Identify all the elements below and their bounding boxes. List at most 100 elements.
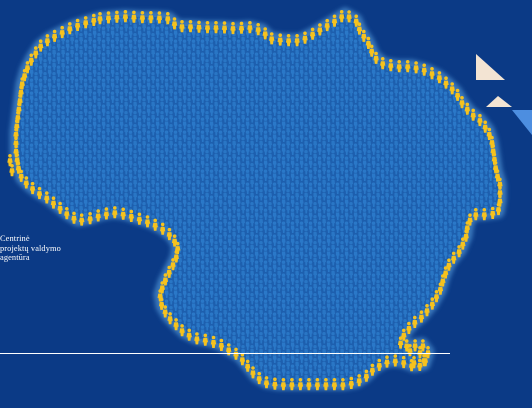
person-icon xyxy=(263,376,270,389)
person-icon xyxy=(7,154,13,167)
person-icon xyxy=(83,16,89,29)
person-icon xyxy=(412,315,418,328)
person-icon xyxy=(451,251,457,264)
person-icon xyxy=(250,366,256,379)
person-icon xyxy=(473,208,479,221)
person-icon xyxy=(255,23,261,36)
person-icon xyxy=(380,57,386,70)
person-icon xyxy=(245,359,251,372)
person-icon xyxy=(162,305,168,318)
person-icon xyxy=(144,215,151,228)
person-icon xyxy=(481,208,487,221)
person-icon xyxy=(24,61,31,74)
person-icon xyxy=(128,209,134,222)
person-icon xyxy=(95,209,101,222)
person-icon xyxy=(67,22,73,35)
person-icon xyxy=(230,21,236,35)
person-icon xyxy=(285,34,292,47)
person-icon xyxy=(317,23,323,36)
person-icon xyxy=(50,196,57,209)
person-icon xyxy=(363,369,370,382)
triangle-cream-small-icon xyxy=(486,96,512,107)
person-icon xyxy=(353,14,359,27)
person-icon xyxy=(105,11,112,24)
person-icon xyxy=(173,318,179,331)
person-icon xyxy=(74,18,81,31)
person-icon xyxy=(418,310,425,323)
person-icon xyxy=(165,12,171,25)
person-icon xyxy=(44,34,51,47)
person-icon xyxy=(429,67,435,80)
person-icon xyxy=(397,336,404,349)
triangle-cream-icon xyxy=(476,54,505,80)
agency-name-line-1: Centrinė xyxy=(0,234,30,243)
triangle-light-blue-icon xyxy=(512,110,532,135)
person-icon xyxy=(38,39,44,52)
person-icon xyxy=(196,20,202,33)
person-icon xyxy=(97,12,103,25)
person-icon xyxy=(477,113,483,127)
map-border-people xyxy=(7,10,503,391)
person-icon xyxy=(294,34,300,47)
person-icon xyxy=(213,21,219,34)
agency-name-line-3: agentūra xyxy=(0,253,30,263)
person-icon xyxy=(470,108,476,121)
person-icon xyxy=(152,218,158,231)
person-icon xyxy=(122,10,129,23)
person-icon xyxy=(446,258,452,271)
person-icon xyxy=(221,21,228,34)
person-icon xyxy=(71,211,77,224)
person-icon xyxy=(156,11,163,24)
person-icon xyxy=(456,245,462,258)
person-icon xyxy=(51,29,58,42)
person-icon xyxy=(29,181,36,195)
person-icon xyxy=(103,207,110,220)
person-icon xyxy=(346,10,352,23)
person-icon xyxy=(369,44,375,57)
person-icon xyxy=(28,53,34,66)
person-icon xyxy=(463,229,469,242)
person-icon xyxy=(186,328,192,341)
person-icon xyxy=(417,346,423,359)
person-icon xyxy=(272,377,278,390)
person-icon xyxy=(166,265,172,278)
person-icon xyxy=(179,20,185,33)
person-icon xyxy=(420,339,426,352)
person-icon xyxy=(437,282,444,295)
person-icon xyxy=(160,222,166,235)
person-icon xyxy=(429,297,435,310)
person-icon xyxy=(112,206,118,219)
person-icon xyxy=(269,32,275,45)
person-icon xyxy=(148,11,154,24)
person-icon xyxy=(373,51,379,64)
person-icon xyxy=(33,46,39,59)
person-icon xyxy=(340,378,346,391)
person-icon xyxy=(238,21,245,34)
person-icon xyxy=(277,33,283,46)
divider-line xyxy=(0,353,450,354)
person-icon xyxy=(91,13,97,26)
person-icon xyxy=(306,378,312,391)
person-icon xyxy=(392,354,398,367)
person-icon xyxy=(365,36,372,49)
person-icon xyxy=(406,321,412,334)
person-icon xyxy=(417,358,423,371)
person-icon xyxy=(356,374,362,387)
agency-name: Centrinė projektų valdymo agentūra xyxy=(0,234,90,263)
person-icon xyxy=(324,18,330,32)
person-icon xyxy=(139,11,146,24)
person-icon xyxy=(280,378,287,391)
person-icon xyxy=(302,31,308,44)
person-icon xyxy=(369,363,376,376)
person-icon xyxy=(87,212,93,225)
person-icon xyxy=(64,207,70,220)
person-icon xyxy=(218,338,225,351)
person-icon xyxy=(331,14,338,27)
person-icon xyxy=(136,212,143,225)
person-icon xyxy=(314,378,321,391)
person-icon xyxy=(18,169,24,182)
person-icon xyxy=(289,378,295,391)
